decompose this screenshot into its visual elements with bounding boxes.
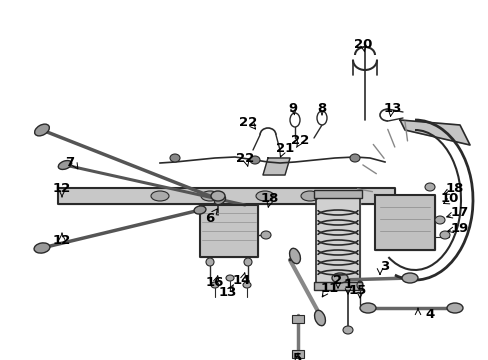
Text: 14: 14 [232,274,251,287]
Bar [313,282,361,290]
Polygon shape [315,195,359,285]
Bar [291,350,304,358]
Text: 16: 16 [205,276,224,289]
Ellipse shape [289,248,300,264]
Ellipse shape [151,191,169,201]
Ellipse shape [314,310,325,326]
Text: 15: 15 [348,284,366,297]
Ellipse shape [261,231,270,239]
Text: 18: 18 [260,192,279,204]
Ellipse shape [194,206,205,214]
Circle shape [244,258,251,266]
Text: 7: 7 [65,156,74,168]
Ellipse shape [342,326,352,334]
Text: 13: 13 [218,285,237,298]
Polygon shape [399,120,469,145]
Ellipse shape [331,273,347,283]
Ellipse shape [210,191,224,201]
Text: 8: 8 [317,102,326,114]
Text: 4: 4 [425,309,434,321]
Text: 19: 19 [450,221,468,234]
Bar [291,315,304,323]
Text: 17: 17 [450,206,468,219]
Polygon shape [200,205,258,257]
Ellipse shape [249,156,260,164]
Text: 21: 21 [275,141,293,154]
Text: 9: 9 [288,102,297,114]
Ellipse shape [446,303,462,313]
Text: 12: 12 [53,181,71,194]
Text: 1: 1 [343,279,352,292]
Text: 2: 2 [333,274,342,287]
Ellipse shape [225,275,234,281]
Ellipse shape [401,273,417,283]
Bar [313,190,361,198]
Ellipse shape [256,191,273,201]
Ellipse shape [58,161,72,170]
Ellipse shape [214,195,225,204]
Ellipse shape [301,191,318,201]
Text: 22: 22 [235,152,254,165]
Text: 12: 12 [53,234,71,247]
Ellipse shape [170,154,180,162]
Ellipse shape [210,282,219,288]
Ellipse shape [243,282,250,288]
Text: 3: 3 [380,261,389,274]
Polygon shape [374,195,434,250]
Ellipse shape [201,191,219,201]
Text: 6: 6 [205,211,214,225]
Text: 5: 5 [293,351,302,360]
Text: 22: 22 [290,134,308,147]
Text: 18: 18 [445,181,463,194]
Ellipse shape [359,303,375,313]
Ellipse shape [349,154,359,162]
Text: 22: 22 [238,116,257,129]
Text: 10: 10 [440,192,458,204]
Circle shape [205,258,214,266]
Text: 11: 11 [320,282,339,294]
Polygon shape [263,158,289,175]
Ellipse shape [34,243,50,253]
Ellipse shape [424,183,434,191]
Ellipse shape [35,124,49,136]
Text: 13: 13 [383,102,401,114]
Polygon shape [58,188,394,204]
Ellipse shape [439,231,449,239]
Ellipse shape [434,216,444,224]
Text: 20: 20 [353,37,371,50]
